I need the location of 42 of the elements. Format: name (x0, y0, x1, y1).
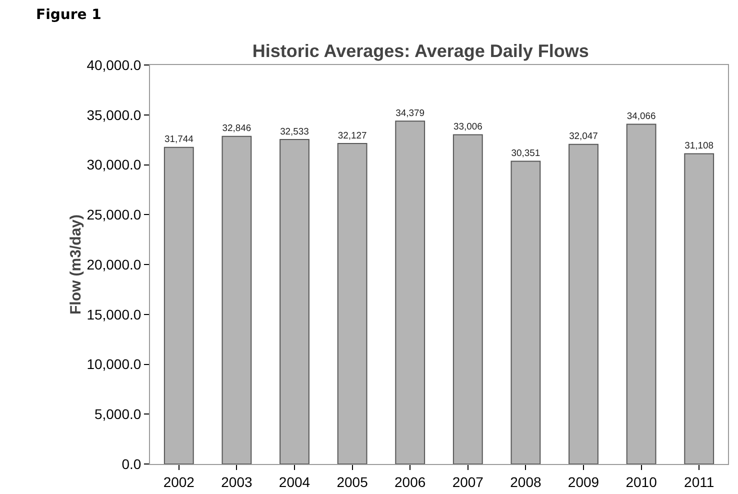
data-label: 30,351 (511, 148, 540, 160)
data-label: 31,744 (164, 134, 194, 146)
chart-title: Historic Averages: Average Daily Flows (252, 41, 589, 62)
bar (164, 146, 194, 464)
bar (510, 160, 541, 464)
bar (337, 143, 368, 464)
data-label: 34,379 (396, 108, 425, 119)
data-label: 33,006 (453, 122, 482, 133)
x-tick-label: 2008 (510, 474, 542, 490)
x-tick-label: 2003 (221, 474, 252, 490)
x-tick-label: 2002 (163, 474, 195, 490)
x-tick-label: 2005 (336, 474, 368, 490)
data-label: 32,846 (222, 123, 252, 134)
bar (684, 153, 714, 464)
y-tick-label: 40,000.0 (86, 56, 142, 73)
bar (452, 134, 483, 464)
x-tick-label: 2009 (568, 474, 600, 490)
data-label: 31,108 (684, 140, 714, 152)
y-tick-label: 20,000.0 (86, 256, 142, 272)
bar (222, 136, 252, 464)
y-tick-label: 15,000.0 (86, 306, 142, 322)
x-tick-label: 2006 (394, 474, 426, 490)
x-tick-label: 2007 (452, 474, 484, 490)
y-tick-label: 10,000.0 (86, 356, 142, 372)
caption: Figure 1 (36, 7, 102, 23)
bar (395, 120, 426, 464)
y-tick-label: 35,000.0 (86, 106, 142, 123)
data-label: 32,127 (338, 130, 367, 142)
data-label: 34,066 (626, 111, 656, 122)
y-tick-label: 25,000.0 (86, 206, 142, 223)
data-label: 32,047 (569, 131, 598, 142)
x-tick-label: 2010 (626, 474, 658, 490)
bar (568, 144, 598, 464)
data-label: 32,533 (280, 126, 309, 138)
x-tick-label: 2004 (278, 474, 310, 490)
y-tick-label: 30,000.0 (86, 156, 142, 173)
bar (626, 124, 656, 464)
y-tick-label: 5,000.0 (94, 406, 142, 422)
y-axis-title: Flow (m3/day) (68, 214, 85, 315)
bar (280, 138, 310, 464)
y-tick-label: 0.0 (122, 456, 142, 472)
x-tick-label: 2011 (684, 474, 714, 490)
